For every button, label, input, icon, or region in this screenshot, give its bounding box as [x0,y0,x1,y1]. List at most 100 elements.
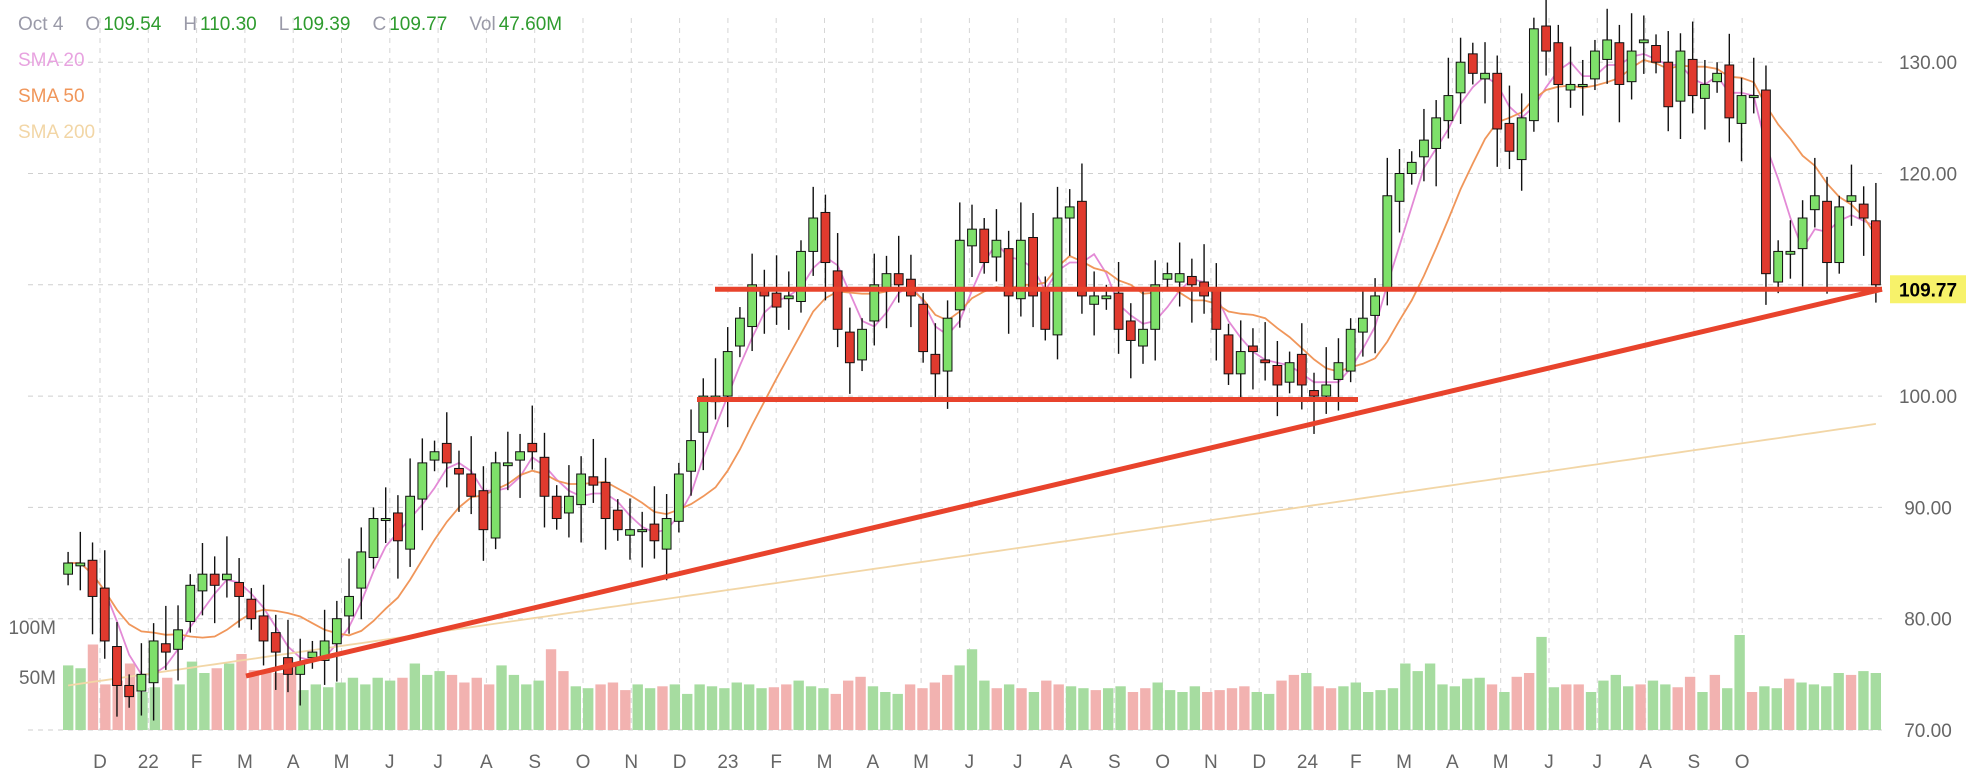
candle-body [991,239,1002,258]
volume-bar [1833,673,1844,730]
x-tick-label: O [1155,752,1170,773]
volume-axis: 100M 50M [8,618,56,689]
legend-sma-50[interactable]: SMA 50 [18,86,85,107]
candle-body [209,573,220,586]
candle-body [197,573,208,592]
volume-bar [1263,693,1275,730]
candle-body [136,673,147,692]
volume-bar [904,684,916,730]
volume-bar [1115,686,1126,730]
candle-body [1296,353,1307,386]
candle-body [1089,295,1100,305]
volume-bars [63,635,1881,730]
candle-body [918,303,929,353]
candle-body [393,512,403,542]
candle-body [1443,95,1454,122]
candlesticks [63,0,1881,721]
volume-bar [1152,682,1163,730]
candle-body [1712,72,1722,83]
candle-body [1724,64,1735,119]
candle-body [1614,42,1625,85]
x-tick-label: 22 [138,752,159,773]
candle-body [796,250,806,302]
candle-body [1223,334,1234,375]
volume-bar [743,684,755,730]
candle-body [515,451,525,461]
candle-body [124,684,135,698]
x-tick-label: A [866,752,879,773]
candle-body [234,582,245,597]
candle-body [954,239,965,311]
candle-body [1028,236,1038,297]
candle-body [99,587,110,642]
rising-trendline [245,286,1883,679]
candle-body [735,317,745,347]
candle-body [1211,287,1222,330]
candle-body [307,651,318,659]
volume-bar [1647,680,1659,730]
candle-body [1321,384,1332,397]
volume-bar [1672,687,1683,730]
candle-body [1077,200,1087,297]
candle-body [246,598,257,620]
volume-bar [360,684,371,730]
x-tick-label: N [1204,752,1218,773]
candle-body [1382,195,1393,289]
candle-body [527,442,538,453]
y-tick-label: 130.00 [1899,53,1957,74]
volume-bar [323,687,334,730]
candle-body [564,495,574,514]
candle-body [1504,122,1515,152]
volume-bar [1771,688,1782,730]
y-tick-label: 100.00 [1899,387,1957,408]
x-tick-label: M [237,752,253,773]
volume-bar [1548,687,1560,730]
x-tick-label: J [1013,752,1023,773]
x-tick-label: A [480,752,493,773]
x-tick-label: S [528,752,541,773]
legend-sma-20[interactable]: SMA 20 [18,50,85,71]
candle-body [1834,206,1845,264]
x-tick-label: J [433,752,443,773]
candle-body [1260,359,1271,364]
volume-bar [1536,636,1547,730]
candle-body [1577,83,1588,87]
volume-bar [298,690,309,730]
volume-bar [818,688,829,730]
candle-body [698,395,709,433]
candle-body [1773,250,1784,283]
volume-bar [1610,674,1621,730]
sma-20-line [68,52,1877,676]
volume-bar [607,682,619,730]
candle-body [967,228,977,247]
volume-bar [1684,676,1696,730]
volume-bar [805,686,817,730]
volume-bar [1078,688,1089,730]
candle-body [844,331,855,364]
volume-bar [1870,673,1881,730]
volume-bar [756,688,767,730]
volume-bar [199,673,210,730]
y-tick-label: 70.00 [1904,721,1952,742]
candle-body [857,328,867,361]
candle-body [820,211,831,264]
candle-body [588,476,599,486]
volume-bar [1189,686,1201,730]
x-tick-label: J [1544,752,1554,773]
candle-body [1687,58,1698,97]
candle-body [551,495,562,520]
volume-bar [1486,684,1498,730]
volume-bar [1041,680,1052,730]
volume-bar [830,693,841,730]
volume-bar [174,684,185,730]
candle-body [1846,195,1857,202]
volume-bar [1313,686,1324,730]
volume-tick-label: 50M [19,668,56,689]
candle-body [1797,217,1808,250]
volume-bar [1214,690,1225,730]
legend-sma-200[interactable]: SMA 200 [18,122,96,143]
x-tick-label: S [1688,752,1701,773]
candle-body [1138,328,1148,347]
x-tick-label: D [1252,752,1266,773]
